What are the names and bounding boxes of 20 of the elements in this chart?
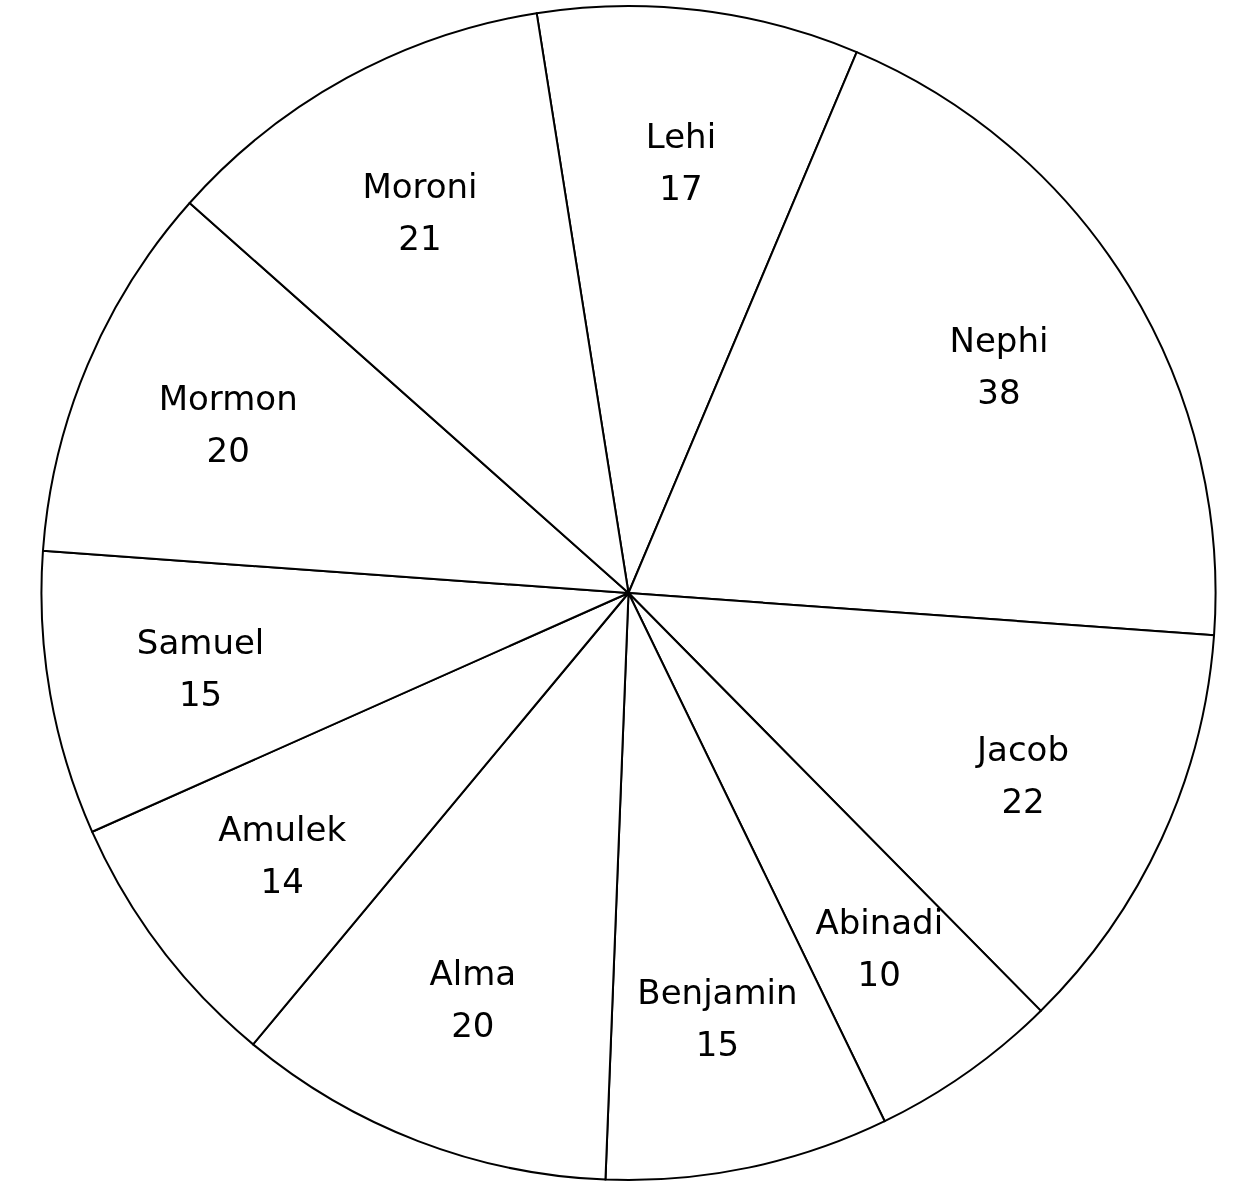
slice-label: Amulek [218, 809, 347, 850]
data-label: 20 [206, 430, 250, 471]
slice-label: Moroni [362, 165, 478, 206]
data-label: 14 [260, 861, 304, 902]
slice-label: Samuel [136, 621, 265, 662]
data-label: 15 [695, 1024, 740, 1065]
data-label: 38 [977, 372, 1021, 413]
slice-label: Nephi [949, 320, 1049, 361]
data-label: 22 [1001, 780, 1045, 821]
slice-label: Lehi [645, 115, 717, 156]
data-label: 10 [857, 953, 901, 994]
data-label: 21 [398, 217, 442, 258]
slice-label: Benjamin [637, 972, 798, 1013]
slice-label: Jacob [975, 728, 1069, 769]
slice-label: Abinadi [815, 901, 944, 942]
data-label: 15 [178, 673, 223, 714]
slice-label: Mormon [158, 378, 298, 419]
data-label: 20 [451, 1004, 495, 1045]
data-label: 17 [659, 167, 703, 208]
slice-label: Alma [429, 952, 517, 993]
